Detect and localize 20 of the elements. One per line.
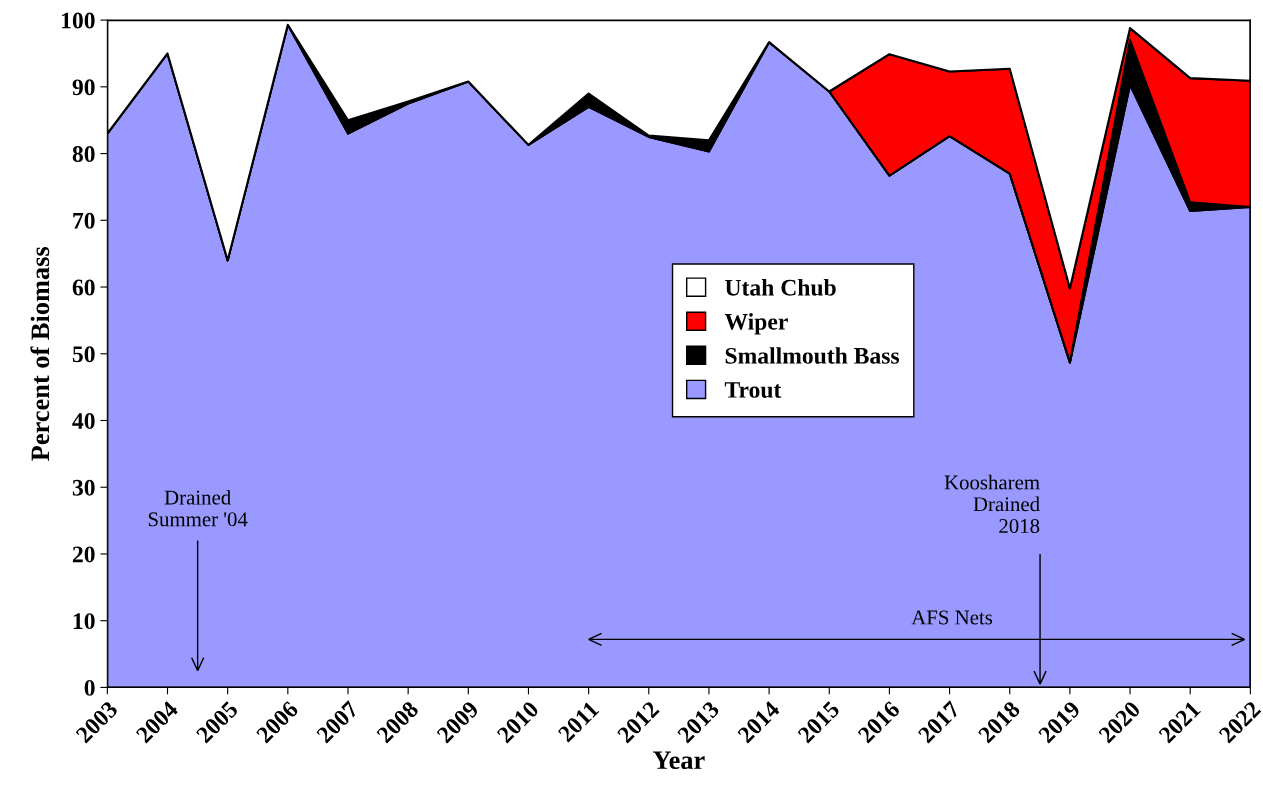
annotation: AFS Nets — [911, 610, 993, 625]
legend-label: Utah Chub — [725, 279, 836, 296]
y-tick-label: 50 — [72, 346, 95, 363]
y-tick-label: 10 — [73, 613, 95, 630]
y-tick-label: 100 — [62, 12, 95, 29]
annotation: Drained Summer '04 — [148, 489, 248, 527]
legend-label: Wiper — [724, 313, 788, 335]
y-tick-label: 30 — [72, 479, 95, 496]
y-axis-title: Percent of Biomass — [30, 246, 50, 461]
y-tick-label: 40 — [72, 412, 95, 429]
annotation: Koosharem Drained 2018 — [944, 474, 1040, 534]
y-tick-label: 90 — [72, 79, 95, 96]
x-axis-title: Year — [652, 751, 705, 770]
y-tick-label: 80 — [72, 146, 95, 162]
y-tick-label: 0 — [84, 679, 95, 696]
y-tick-label: 20 — [72, 546, 95, 563]
y-tick-label: 60 — [72, 279, 95, 296]
legend-label: Smallmouth Bass — [725, 347, 900, 364]
legend-label: Trout — [724, 382, 782, 398]
y-tick-label: 70 — [73, 212, 95, 229]
